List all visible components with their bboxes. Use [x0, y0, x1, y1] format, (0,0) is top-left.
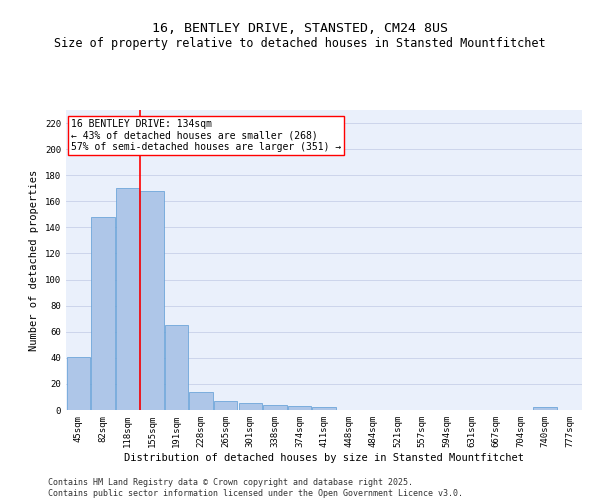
- Y-axis label: Number of detached properties: Number of detached properties: [29, 170, 40, 350]
- Bar: [214, 401, 238, 410]
- Text: Size of property relative to detached houses in Stansted Mountfitchet: Size of property relative to detached ho…: [54, 38, 546, 51]
- Bar: [91, 217, 115, 410]
- Bar: [116, 188, 139, 410]
- Bar: [165, 325, 188, 410]
- X-axis label: Distribution of detached houses by size in Stansted Mountfitchet: Distribution of detached houses by size …: [124, 452, 524, 462]
- Text: 16, BENTLEY DRIVE, STANSTED, CM24 8US: 16, BENTLEY DRIVE, STANSTED, CM24 8US: [152, 22, 448, 36]
- Bar: [533, 408, 557, 410]
- Bar: [239, 404, 262, 410]
- Text: 16 BENTLEY DRIVE: 134sqm
← 43% of detached houses are smaller (268)
57% of semi-: 16 BENTLEY DRIVE: 134sqm ← 43% of detach…: [71, 119, 341, 152]
- Bar: [67, 356, 90, 410]
- Bar: [263, 405, 287, 410]
- Bar: [288, 406, 311, 410]
- Text: Contains HM Land Registry data © Crown copyright and database right 2025.
Contai: Contains HM Land Registry data © Crown c…: [48, 478, 463, 498]
- Bar: [190, 392, 213, 410]
- Bar: [140, 191, 164, 410]
- Bar: [313, 408, 335, 410]
